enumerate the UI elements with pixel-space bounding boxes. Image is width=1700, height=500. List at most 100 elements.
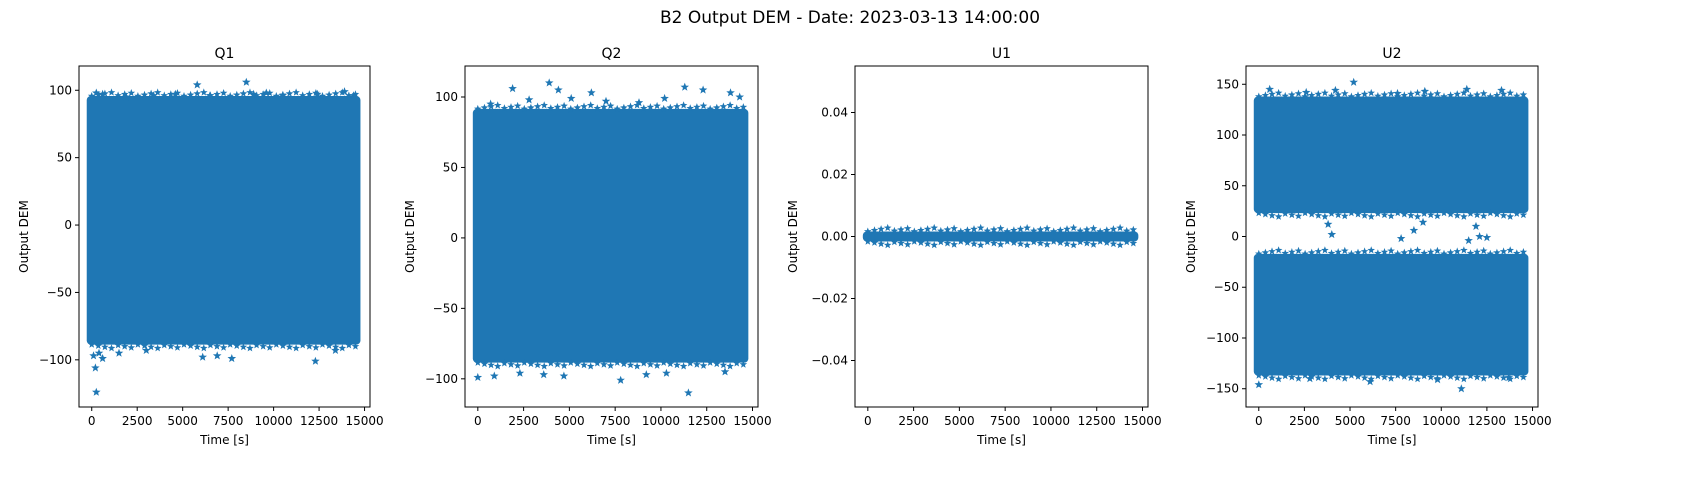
x-tick-label: 0 [864,414,872,428]
band-edge-point [1341,89,1349,97]
x-tick-label: 15000 [733,414,771,428]
band-edge-point [1321,246,1329,254]
band-edge-point [620,359,628,368]
band-edge-point [1076,238,1084,246]
band-edge-point [285,343,294,351]
data-point [720,367,730,376]
band-edge-point [1049,237,1058,245]
band-edge-point [272,340,281,348]
data-point [1504,373,1514,382]
subplot-title: Q1 [215,46,235,62]
band-edge-point [1427,210,1435,219]
data-point [566,93,576,102]
band-edge-point [547,359,555,367]
band-edge-point [950,224,958,232]
x-tick-label: 2500 [898,414,929,428]
band-edge-point [864,227,872,235]
band-edge-point [173,343,182,351]
band-edge-point [1519,373,1528,381]
data-point [331,345,340,354]
band-edge-point [246,344,254,352]
data-point [735,92,744,101]
y-tick-label: −50 [1214,280,1239,294]
band-edge-point [686,359,694,367]
band-edge-point [547,104,555,112]
data-point [1497,85,1506,94]
band-edge-point [1466,372,1475,380]
band-edge-point [1261,91,1270,99]
data-point [726,88,735,97]
band-edge-point [1400,91,1409,99]
data-point [98,89,107,98]
band-edge-point [1069,241,1078,249]
data-point [601,96,611,105]
band-edge-point [1387,89,1395,97]
band-edge-point [580,102,588,110]
band-edge-point [1506,88,1514,97]
band-edge-point [1387,374,1395,382]
data-point [92,88,101,97]
data-point [1254,380,1264,389]
band-edge-point [646,103,655,111]
band-edge-point [1513,91,1521,100]
band-edge-point [883,223,892,232]
band-edge-point [338,88,347,96]
band-edge-point [713,359,721,368]
band-edge-point [1103,238,1111,246]
band-edge-point [540,101,548,109]
data-point [114,348,124,357]
band-edge-point [1023,223,1031,232]
band-edge-point [1440,371,1448,379]
band-edge-point [1307,372,1316,380]
x-tick-label: 15000 [345,414,383,428]
subplot-title: U2 [1382,46,1401,62]
y-tick-label: −0.04 [811,354,848,368]
subplot-title: U1 [992,46,1011,62]
band-edge-point [666,103,675,111]
band-edge-point [1261,210,1270,218]
y-tick-label: 0 [450,231,458,245]
figure-title: B2 Output DEM - Date: 2023-03-13 14:00:0… [659,8,1041,28]
band-edge-point [1460,246,1468,254]
x-tick-label: 2500 [1289,414,1320,428]
band-edge-point [180,340,188,348]
band-edge-point [213,342,221,350]
band-edge-point [917,226,925,234]
band-edge-point [679,362,688,370]
band-edge-point [167,342,175,350]
band-edge-point [1446,210,1455,218]
band-edge-point [1387,246,1395,255]
band-edge-point [1380,210,1389,219]
band-edge-point [1049,227,1058,235]
band-edge-point [1466,91,1475,100]
band-edge-point [910,227,919,235]
data-point [1327,230,1337,239]
band-edge-point [600,360,608,368]
band-edge-point [937,238,945,246]
x-axis-label: Time [s] [199,433,249,447]
data-point [92,387,101,396]
data-point [698,85,708,94]
band-edge-point [1407,90,1415,98]
band-edge-point [996,224,1005,232]
band-edge-point [1407,211,1415,219]
subplot-q2: 0 2500 5000 7500 10000 12500 15000 −100 −50 0 50 10… [403,46,772,447]
band-edge-point [1387,212,1395,220]
band-edge-point [318,340,327,348]
band-edge-point [573,359,582,368]
band-edge-point [474,104,482,113]
band-edge-point [1307,91,1316,99]
band-edge-point [298,341,307,349]
data-point [1409,225,1419,235]
band-edge-point [513,101,522,110]
band-edge-point [533,102,542,110]
band-edge-point [239,89,248,97]
y-tick-label: 0.04 [821,106,848,120]
band-edge-point [1307,248,1316,256]
band-edge-point [1506,212,1514,220]
y-axis-label: Output DEM [1184,200,1198,273]
band-edge-point [1473,210,1481,219]
data-point [1265,84,1274,93]
subplot-title: Q2 [602,46,622,62]
x-tick-label: 0 [1255,414,1263,428]
